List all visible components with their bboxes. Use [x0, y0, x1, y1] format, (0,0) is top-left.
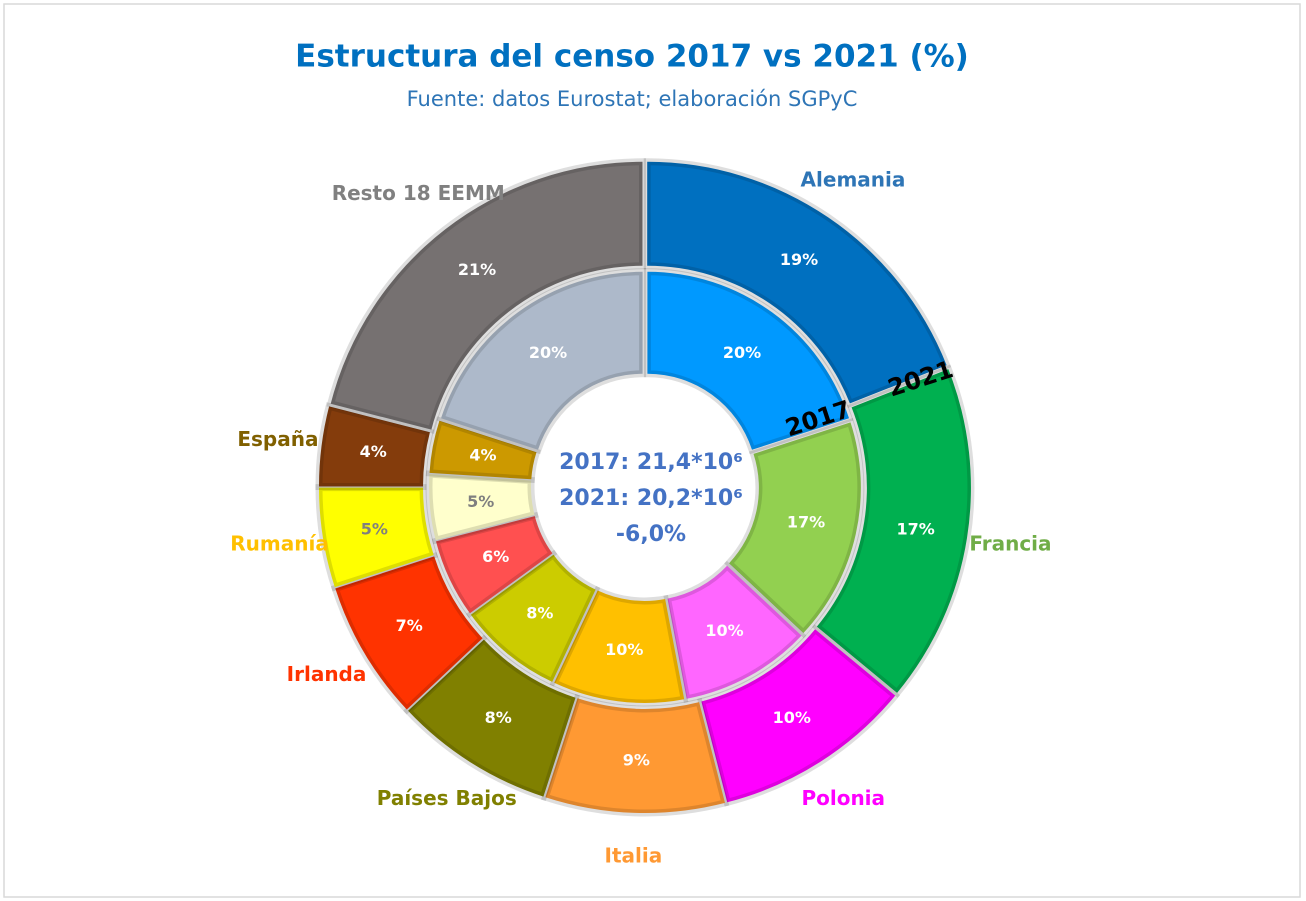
- data-label: 4%: [360, 442, 387, 461]
- data-label: 20%: [529, 343, 567, 362]
- donut-slice: [549, 585, 689, 707]
- donut-slice: [466, 549, 601, 687]
- category-label: Resto 18 EEMM: [332, 181, 505, 205]
- data-label: 5%: [467, 492, 494, 511]
- category-label: España: [237, 427, 318, 451]
- donut-slice: [697, 624, 901, 807]
- data-label: 19%: [780, 250, 818, 269]
- donut-slice: [540, 693, 730, 817]
- category-label: Polonia: [801, 786, 885, 810]
- donut-slice: [436, 268, 647, 455]
- donut-slice: [425, 470, 539, 545]
- donut-slice: [663, 560, 807, 703]
- donut-slice: [811, 364, 975, 698]
- donut-slice: [326, 158, 646, 434]
- data-label: 10%: [605, 640, 643, 659]
- data-label: 10%: [773, 708, 811, 727]
- donut-slice: [315, 402, 435, 490]
- donut-slice: [425, 416, 541, 484]
- category-label: Alemania: [801, 167, 906, 191]
- data-label: 5%: [361, 519, 388, 538]
- category-label: Irlanda: [287, 662, 367, 686]
- donut-slice: [431, 511, 558, 619]
- data-label: 8%: [485, 708, 512, 727]
- donut-slice: [724, 417, 865, 638]
- donut-slice: [643, 158, 952, 408]
- category-label: Países Bajos: [377, 786, 517, 810]
- center-label: 2017: 21,4*10⁶: [559, 450, 743, 475]
- category-label: Francia: [969, 531, 1051, 555]
- donut-slice: [330, 551, 488, 715]
- data-label: 9%: [623, 750, 650, 769]
- donut-slice: [315, 484, 439, 592]
- data-label: 8%: [526, 604, 553, 623]
- data-label: 4%: [469, 446, 496, 465]
- chart-title: Estructura del censo 2017 vs 2021 (%): [295, 39, 969, 75]
- category-label: Rumanía: [230, 531, 329, 555]
- category-label: Italia: [605, 843, 663, 867]
- data-label: 7%: [396, 616, 423, 635]
- data-label: 17%: [896, 519, 934, 538]
- donut-slice: [643, 268, 854, 455]
- data-label: 21%: [458, 260, 496, 279]
- center-label: -6,0%: [616, 522, 686, 547]
- chart-subtitle: Fuente: datos Eurostat; elaboración SGPy…: [407, 87, 858, 111]
- data-label: 17%: [787, 512, 825, 531]
- data-label: 6%: [482, 547, 509, 566]
- data-label: 20%: [723, 343, 761, 362]
- donut-slice: [403, 634, 580, 802]
- data-label: 10%: [705, 621, 743, 640]
- center-label: 2021: 20,2*10⁶: [559, 486, 743, 511]
